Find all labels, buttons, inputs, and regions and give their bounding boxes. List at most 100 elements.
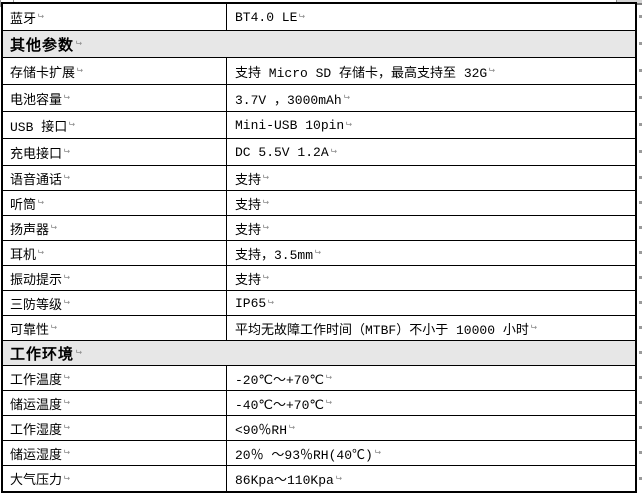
- spec-value: 支持，3.5mm: [235, 247, 314, 263]
- spec-label: USB 接口: [10, 119, 68, 135]
- table-row: 扬声器 ↵ 支持 ↵: [3, 216, 642, 241]
- row-end-mark: [639, 15, 642, 18]
- spec-value-cell[interactable]: 86Kpa～110Kpa ↵: [227, 466, 635, 491]
- spec-value-cell[interactable]: 支持 Micro SD 存储卡，最高支持至 32G ↵: [227, 58, 635, 84]
- spec-label-cell[interactable]: 语音通话 ↵: [3, 166, 227, 190]
- table-row: 蓝牙 ↵ BT4.0 LE ↵: [3, 4, 642, 31]
- spec-value-cell[interactable]: DC 5.5V 1.2A ↵: [227, 139, 635, 165]
- table-row: 工作湿度 ↵ <90％RH ↵: [3, 416, 642, 441]
- spec-label: 振动提示: [10, 272, 63, 288]
- spec-label: 充电接口: [10, 146, 63, 162]
- spec-label-cell[interactable]: 扬声器 ↵: [3, 216, 227, 240]
- paragraph-mark-icon: ↵: [263, 172, 270, 183]
- row-end-mark: [639, 401, 642, 404]
- spec-label-cell[interactable]: 充电接口 ↵: [3, 139, 227, 165]
- row-end-mark: [639, 276, 642, 279]
- row-end-mark: [639, 201, 642, 204]
- spec-value-cell[interactable]: <90％RH ↵: [227, 416, 635, 440]
- spec-label: 储运湿度: [10, 447, 63, 463]
- section-title: 其他参数: [10, 37, 75, 55]
- row-end-mark: [639, 326, 642, 329]
- paragraph-mark-icon: ↵: [64, 172, 71, 183]
- spec-value-cell[interactable]: 平均无故障工作时间（MTBF）不小于 10000 小时 ↵: [227, 316, 635, 340]
- paragraph-mark-icon: ↵: [315, 247, 322, 258]
- paragraph-mark-icon: ↵: [64, 472, 71, 484]
- section-title: 工作环境: [10, 346, 75, 364]
- spec-value-cell[interactable]: 支持 ↵: [227, 216, 635, 240]
- spec-value-cell[interactable]: 20％ ～93％RH(40℃) ↵: [227, 441, 635, 465]
- spec-label-cell[interactable]: 耳机 ↵: [3, 241, 227, 265]
- table-row: USB 接口 ↵ Mini-USB 10pin ↵: [3, 112, 642, 139]
- spec-label-cell[interactable]: 工作温度 ↵: [3, 366, 227, 390]
- spec-label: 储运温度: [10, 397, 63, 413]
- spec-label-cell[interactable]: 大气压力 ↵: [3, 466, 227, 491]
- spec-value-cell[interactable]: 3.7V ，3000mAh ↵: [227, 85, 635, 111]
- spec-value: DC 5.5V 1.2A: [235, 144, 329, 160]
- paragraph-mark-icon: ↵: [38, 11, 45, 22]
- section-header-row: 工作环境 ↵: [3, 341, 642, 366]
- table-row: 电池容量 ↵ 3.7V ，3000mAh ↵: [3, 85, 642, 112]
- spec-value-cell[interactable]: 支持 ↵: [227, 166, 635, 190]
- spec-label-cell[interactable]: 工作湿度 ↵: [3, 416, 227, 440]
- spec-label-cell[interactable]: 电池容量 ↵: [3, 85, 227, 111]
- row-end-mark: [639, 451, 642, 454]
- spec-label-cell[interactable]: 振动提示 ↵: [3, 266, 227, 290]
- row-end-mark: [639, 42, 642, 45]
- spec-value: 20％ ～93％RH(40℃): [235, 447, 373, 463]
- spec-label: 听筒: [10, 197, 37, 213]
- paragraph-mark-icon: ↵: [64, 146, 71, 157]
- section-header-cell[interactable]: 工作环境 ↵: [3, 341, 635, 365]
- spec-value-cell[interactable]: 支持，3.5mm ↵: [227, 241, 635, 265]
- spec-value-cell[interactable]: 支持 ↵: [227, 191, 635, 215]
- row-end-mark: [639, 251, 642, 254]
- spec-label-cell[interactable]: USB 接口 ↵: [3, 112, 227, 138]
- spec-value: 支持: [235, 222, 262, 238]
- paragraph-mark-icon: ↵: [77, 65, 84, 76]
- spec-value: 3.7V ，3000mAh: [235, 92, 342, 108]
- spec-value: -20℃～+70℃: [235, 372, 325, 388]
- row-end-mark: [639, 123, 642, 126]
- paragraph-mark-icon: ↵: [51, 222, 58, 233]
- spec-value-cell[interactable]: IP65 ↵: [227, 291, 635, 315]
- spec-label: 存储卡扩展: [10, 65, 76, 81]
- spec-label-cell[interactable]: 存储卡扩展 ↵: [3, 58, 227, 84]
- spec-value-cell[interactable]: -40℃～+70℃ ↵: [227, 391, 635, 415]
- spec-value: 86Kpa～110Kpa: [235, 473, 334, 488]
- spec-label-cell[interactable]: 储运温度 ↵: [3, 391, 227, 415]
- paragraph-mark-icon: ↵: [268, 297, 275, 308]
- paragraph-mark-icon: ↵: [489, 65, 496, 76]
- spec-value: 支持: [235, 172, 262, 188]
- spec-value-cell[interactable]: 支持 ↵: [227, 266, 635, 290]
- table-row: 大气压力 ↵ 86Kpa～110Kpa ↵: [3, 466, 642, 491]
- table-row: 听筒 ↵ 支持 ↵: [3, 191, 642, 216]
- spec-label: 大气压力: [10, 473, 63, 488]
- section-header-cell[interactable]: 其他参数 ↵: [3, 31, 635, 57]
- spec-value: -40℃～+70℃: [235, 397, 325, 413]
- row-end-mark: [639, 301, 642, 304]
- spec-value-cell[interactable]: Mini-USB 10pin ↵: [227, 112, 635, 138]
- spec-label: 扬声器: [10, 222, 50, 238]
- table-row: 语音通话 ↵ 支持 ↵: [3, 166, 642, 191]
- spec-value-cell[interactable]: BT4.0 LE ↵: [227, 4, 635, 30]
- spec-label-cell[interactable]: 储运湿度 ↵: [3, 441, 227, 465]
- spec-label-cell[interactable]: 听筒 ↵: [3, 191, 227, 215]
- paragraph-mark-icon: ↵: [64, 422, 71, 433]
- spec-label-cell[interactable]: 蓝牙 ↵: [3, 4, 227, 30]
- paragraph-mark-icon: ↵: [289, 422, 296, 433]
- paragraph-mark-icon: ↵: [299, 11, 306, 22]
- spec-label-cell[interactable]: 可靠性 ↵: [3, 316, 227, 340]
- spec-label: 工作湿度: [10, 422, 63, 438]
- paragraph-mark-icon: ↵: [326, 372, 333, 383]
- table-row: 储运湿度 ↵ 20％ ～93％RH(40℃) ↵: [3, 441, 642, 466]
- paragraph-mark-icon: ↵: [335, 472, 342, 484]
- spec-label: 语音通话: [10, 172, 63, 188]
- spec-value: 平均无故障工作时间（MTBF）不小于 10000 小时: [235, 322, 529, 338]
- spec-label-cell[interactable]: 三防等级 ↵: [3, 291, 227, 315]
- table-row: 储运温度 ↵ -40℃～+70℃ ↵: [3, 391, 642, 416]
- paragraph-mark-icon: ↵: [64, 297, 71, 308]
- spec-value-cell[interactable]: -20℃～+70℃ ↵: [227, 366, 635, 390]
- table-row: 三防等级 ↵ IP65 ↵: [3, 291, 642, 316]
- row-end-mark: [639, 176, 642, 179]
